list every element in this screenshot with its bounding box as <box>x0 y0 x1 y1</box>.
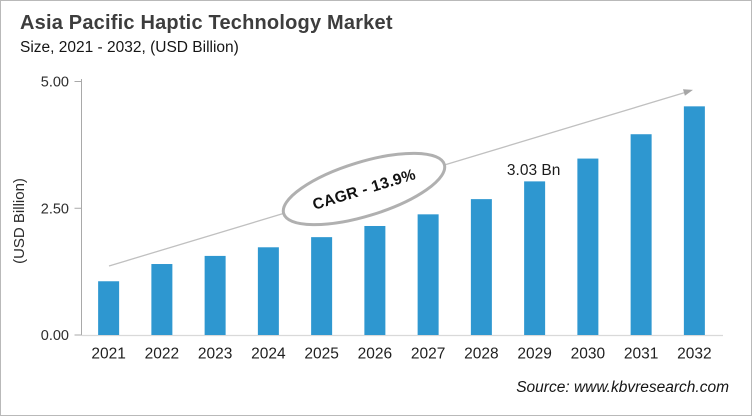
data-label: 3.03 Bn <box>507 162 560 179</box>
cagr-ellipse <box>281 151 447 227</box>
bar <box>257 247 279 335</box>
cagr-callout: CAGR - 13.9% <box>281 151 447 227</box>
bar <box>417 214 439 335</box>
bar <box>683 106 705 335</box>
x-axis-label: 2032 <box>677 346 711 363</box>
x-axis-label: 2029 <box>517 346 551 363</box>
bar <box>470 199 492 335</box>
chart-title: Asia Pacific Haptic Technology Market <box>20 12 393 34</box>
x-axis-label: 2023 <box>198 346 232 363</box>
bar <box>151 264 173 335</box>
x-axis-label: 2025 <box>304 346 338 363</box>
y-tick-label: 2.50 <box>41 201 69 217</box>
y-tick-label: 0.00 <box>41 328 69 344</box>
x-axis-label: 2030 <box>571 346 606 363</box>
x-axis-label: 2027 <box>411 346 445 363</box>
bar <box>311 237 333 335</box>
bar <box>204 255 226 335</box>
y-axis-title: (USD Billion) <box>11 178 28 264</box>
trend-arrowhead <box>683 89 693 96</box>
source-text: Source: www.kbvresearch.com <box>516 379 729 396</box>
bar <box>524 181 546 335</box>
x-axis-label: 2031 <box>624 346 658 363</box>
bar <box>577 158 599 335</box>
bar <box>364 225 386 335</box>
x-axis-label: 2021 <box>91 346 125 363</box>
x-axis-label: 2024 <box>251 346 286 363</box>
x-axis-label: 2026 <box>358 346 392 363</box>
y-tick-label: 5.00 <box>41 75 69 91</box>
bar <box>98 281 120 335</box>
x-axis-label: 2022 <box>145 346 179 363</box>
x-axis-label: 2028 <box>464 346 498 363</box>
chart-subtitle: Size, 2021 - 2032, (USD Billion) <box>20 39 239 56</box>
bar <box>630 134 652 335</box>
